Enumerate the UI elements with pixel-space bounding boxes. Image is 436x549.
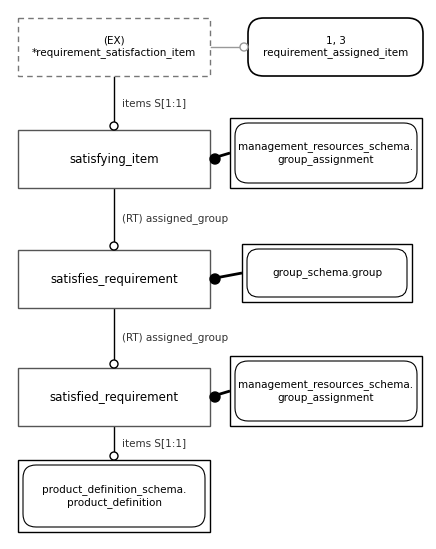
Bar xyxy=(230,356,422,426)
FancyBboxPatch shape xyxy=(235,361,417,421)
Bar xyxy=(18,250,210,308)
Bar xyxy=(18,130,210,188)
Text: management_resources_schema.
group_assignment: management_resources_schema. group_assig… xyxy=(238,379,414,403)
FancyBboxPatch shape xyxy=(247,249,407,297)
Circle shape xyxy=(110,360,118,368)
Bar xyxy=(230,118,422,188)
Circle shape xyxy=(110,122,118,130)
FancyBboxPatch shape xyxy=(23,465,205,527)
Text: group_schema.group: group_schema.group xyxy=(272,267,382,278)
Bar xyxy=(18,460,210,532)
Circle shape xyxy=(110,242,118,250)
Circle shape xyxy=(210,392,220,402)
Text: satisfied_requirement: satisfied_requirement xyxy=(49,390,179,404)
Text: 1, 3
requirement_assigned_item: 1, 3 requirement_assigned_item xyxy=(263,36,408,58)
Text: items S[1:1]: items S[1:1] xyxy=(122,98,186,108)
Text: satisfies_requirement: satisfies_requirement xyxy=(50,272,178,285)
Circle shape xyxy=(240,43,248,51)
FancyBboxPatch shape xyxy=(248,18,423,76)
Text: satisfying_item: satisfying_item xyxy=(69,153,159,165)
Text: items S[1:1]: items S[1:1] xyxy=(122,438,186,448)
Text: product_definition_schema.
product_definition: product_definition_schema. product_defin… xyxy=(42,484,186,508)
Circle shape xyxy=(210,274,220,284)
Bar xyxy=(18,368,210,426)
Text: (EX)
*requirement_satisfaction_item: (EX) *requirement_satisfaction_item xyxy=(32,36,196,58)
Bar xyxy=(18,18,210,76)
Text: (RT) assigned_group: (RT) assigned_group xyxy=(122,214,228,225)
FancyBboxPatch shape xyxy=(235,123,417,183)
Text: (RT) assigned_group: (RT) assigned_group xyxy=(122,333,228,344)
Circle shape xyxy=(110,452,118,460)
Text: management_resources_schema.
group_assignment: management_resources_schema. group_assig… xyxy=(238,141,414,165)
Circle shape xyxy=(210,154,220,164)
Bar xyxy=(242,244,412,302)
